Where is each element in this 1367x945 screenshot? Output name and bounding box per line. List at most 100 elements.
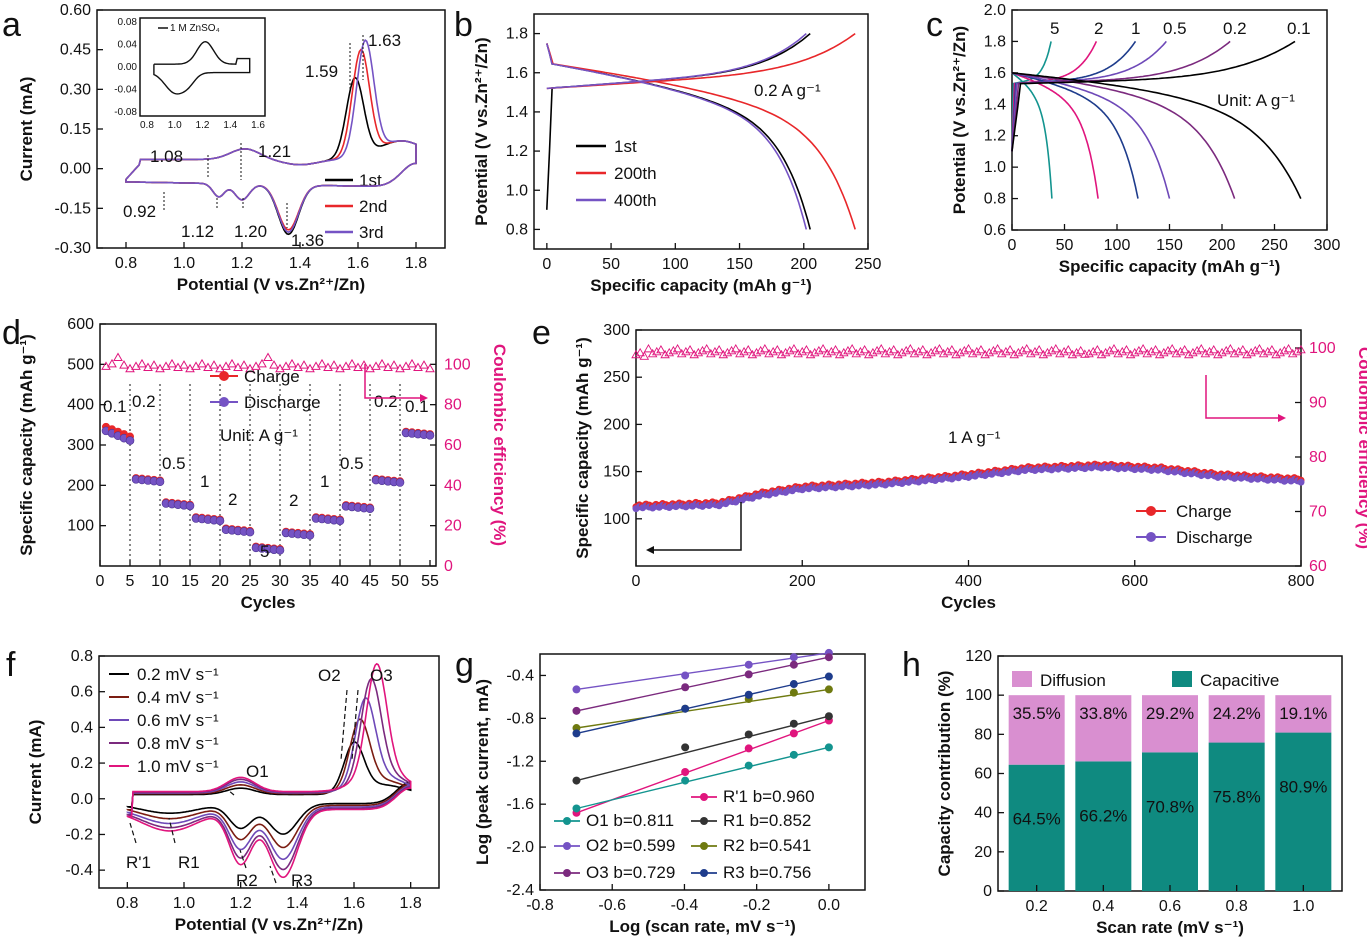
ce-marker — [1017, 345, 1028, 355]
x-tick-label: 50 — [602, 256, 620, 273]
charge-curve-0.1 — [1011, 40, 1296, 152]
ce-marker — [323, 362, 333, 372]
x-tick-label: 20 — [211, 573, 229, 590]
y2-tick-label: 0 — [444, 558, 453, 575]
diffusion-bar — [1075, 695, 1132, 762]
ce-marker — [785, 345, 795, 355]
legend-swatch — [1146, 532, 1156, 542]
ce-marker — [992, 343, 1003, 353]
ce-marker — [1221, 345, 1231, 355]
ce-marker — [293, 362, 303, 372]
peak-annotation: 1.12 — [181, 222, 214, 241]
x-tick-label: 1.8 — [405, 255, 427, 272]
ce-marker — [947, 344, 957, 354]
panel-e-chart: 0 200 400 600 800 100 150 200 250 300 60 70 80 90 100 C… — [573, 322, 1367, 612]
ce-marker — [1096, 349, 1107, 359]
ce-marker — [768, 346, 778, 356]
x-tick-label: 600 — [1121, 573, 1148, 590]
y-tick-label: 1.2 — [506, 143, 528, 160]
ce-marker — [1254, 343, 1265, 353]
ce-marker — [1175, 346, 1186, 356]
legend-label: R'1 b=0.960 — [723, 787, 815, 806]
panel-h-chart: 0 20 40 60 80 100 120 Capacity contribution (%)… — [935, 648, 1343, 937]
ce-marker — [227, 358, 237, 368]
panel-a-chart: 0.8 1.0 1.2 1.4 1.6 1.8 -0.30 -0.15 0.00 0.15 0.30… — [17, 2, 446, 294]
ce-marker — [830, 344, 841, 354]
legend-label: R2 b=0.541 — [723, 836, 811, 855]
ce-marker — [1213, 349, 1223, 359]
x-tick-label: 0.4 — [1092, 898, 1114, 915]
y2-tick-label: 60 — [1309, 558, 1327, 575]
y-tick-label: -1.6 — [506, 796, 534, 813]
ce-marker — [643, 343, 654, 353]
legend-label: 0.2 mV s⁻¹ — [137, 665, 219, 684]
ce-marker — [1271, 349, 1281, 359]
ce-marker — [1283, 343, 1294, 353]
data-point — [744, 670, 753, 679]
discharge-point — [335, 516, 345, 526]
data-point — [744, 744, 753, 753]
y-tick-label: 200 — [67, 477, 94, 494]
y2-tick-label: 90 — [1309, 395, 1327, 412]
legend-swatch — [563, 869, 571, 877]
x-tick-label: -0.4 — [671, 897, 699, 914]
y-tick-label: 0.60 — [60, 2, 91, 19]
rate-label: 0.1 — [1287, 19, 1311, 38]
ce-marker — [1192, 345, 1202, 355]
y-tick-label: 0.00 — [60, 161, 91, 178]
x-tick-label: 1.2 — [231, 255, 253, 272]
y-tick-label: 20 — [974, 844, 992, 861]
x-tick-label: 0 — [542, 256, 551, 273]
rate-label: 0.5 — [340, 454, 364, 473]
y-tick-label: 1.0 — [984, 159, 1006, 176]
y-axis-label: Current (mA) — [26, 720, 45, 825]
ce-marker — [263, 352, 273, 361]
x-tick-label: 1.0 — [173, 255, 195, 272]
x-tick-label: 5 — [126, 573, 135, 590]
capacitive-bar — [1275, 732, 1332, 891]
legend-label: 2nd — [359, 197, 387, 216]
legend-swatch — [700, 842, 708, 850]
ce-marker — [930, 345, 941, 355]
data-point — [681, 768, 690, 776]
y-tick-label: 0.0 — [71, 791, 93, 808]
capacitive-bar — [1142, 752, 1198, 891]
ce-marker — [1105, 345, 1115, 355]
legend-label: 400th — [614, 191, 657, 210]
y-tick-label: 60 — [974, 766, 992, 783]
ce-marker — [805, 349, 816, 359]
ce-marker — [1167, 343, 1177, 353]
ce-marker — [743, 344, 753, 354]
legend-swatch — [563, 817, 571, 825]
x-tick-label: 1.4 — [289, 255, 311, 272]
fit-line — [576, 688, 830, 729]
panel-g-chart: -0.8 -0.6 -0.4 -0.2 0.0 -2.4 -2.0 -1.6 -1.2 -0.8 -… — [473, 648, 866, 936]
ce-marker — [287, 358, 297, 368]
ce-marker — [1204, 346, 1215, 356]
ce-marker — [401, 361, 411, 370]
rate-label: 0.2 — [374, 392, 398, 411]
legend-swatch — [1146, 506, 1156, 516]
peak-annotation: R3 — [291, 871, 313, 890]
panel-letter: f — [6, 646, 16, 684]
y-tick-label: 1.4 — [506, 104, 528, 121]
ce-marker — [1046, 345, 1057, 355]
inset-y-tick: -0.04 — [114, 85, 137, 96]
ce-marker — [1001, 346, 1011, 356]
ce-marker — [834, 349, 845, 359]
data-point — [824, 743, 833, 752]
ce-marker — [1138, 343, 1148, 353]
data-point — [824, 685, 833, 694]
data-point — [789, 729, 798, 738]
legend-label: 0.8 mV s⁻¹ — [137, 734, 219, 753]
legend-label: R3 b=0.756 — [723, 863, 811, 882]
ce-marker — [772, 344, 783, 354]
inset-legend-label: 1 M ZnSO₄ — [170, 23, 220, 34]
ce-marker — [972, 346, 982, 356]
x-tick-label: 250 — [1261, 237, 1288, 254]
ce-marker — [377, 358, 387, 368]
x-tick-label: 30 — [271, 573, 289, 590]
panel-letter: c — [926, 6, 943, 44]
ce-marker — [847, 343, 857, 353]
x-tick-label: 10 — [151, 573, 169, 590]
